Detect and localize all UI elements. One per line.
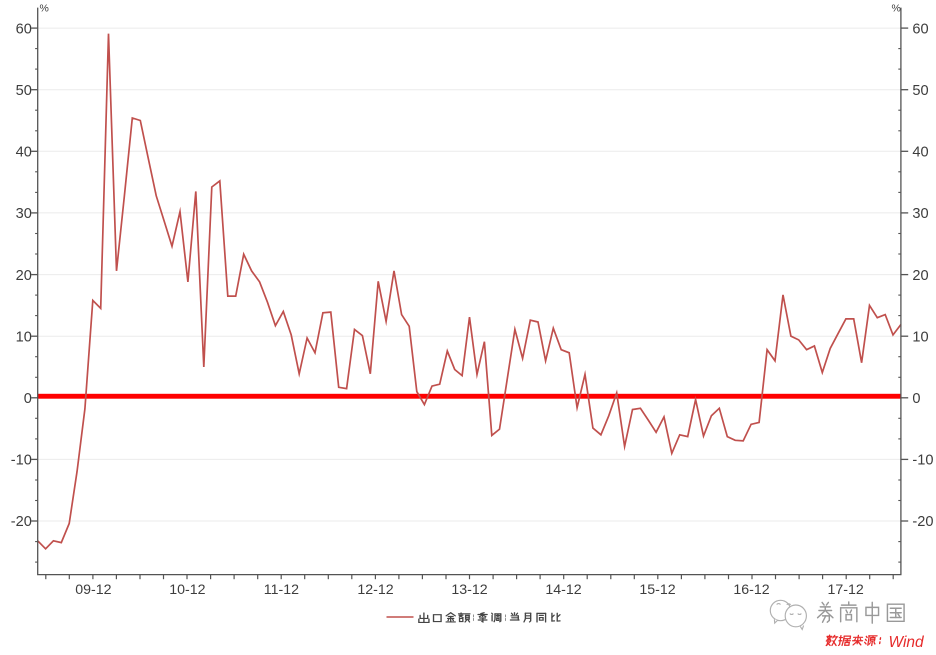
- svg-text:-10: -10: [11, 453, 32, 469]
- svg-text:40: 40: [16, 145, 32, 161]
- svg-text:%: %: [40, 2, 49, 14]
- svg-text:Wind: Wind: [889, 634, 926, 651]
- svg-text:-20: -20: [11, 514, 32, 530]
- svg-text:14-12: 14-12: [545, 582, 581, 598]
- svg-text:40: 40: [912, 145, 928, 161]
- svg-text:20: 20: [912, 268, 928, 284]
- svg-text:09-12: 09-12: [75, 582, 111, 598]
- svg-text:30: 30: [16, 206, 32, 222]
- svg-text:-20: -20: [912, 514, 933, 530]
- svg-text:30: 30: [912, 206, 928, 222]
- svg-text:20: 20: [16, 268, 32, 284]
- svg-text:13-12: 13-12: [451, 582, 487, 598]
- svg-text:17-12: 17-12: [827, 582, 863, 598]
- svg-text:60: 60: [16, 21, 32, 37]
- svg-text:16-12: 16-12: [733, 582, 769, 598]
- svg-text:12-12: 12-12: [357, 582, 393, 598]
- svg-text:10-12: 10-12: [169, 582, 205, 598]
- svg-text:10: 10: [16, 329, 32, 345]
- svg-text:15-12: 15-12: [639, 582, 675, 598]
- svg-text:60: 60: [912, 21, 928, 37]
- svg-text:11-12: 11-12: [264, 582, 299, 598]
- svg-text:50: 50: [16, 83, 32, 99]
- svg-text:%: %: [892, 2, 901, 14]
- svg-text:0: 0: [912, 391, 920, 407]
- svg-text:0: 0: [24, 391, 32, 407]
- svg-text:10: 10: [912, 329, 928, 345]
- svg-text:50: 50: [912, 83, 928, 99]
- svg-text:-10: -10: [912, 453, 933, 469]
